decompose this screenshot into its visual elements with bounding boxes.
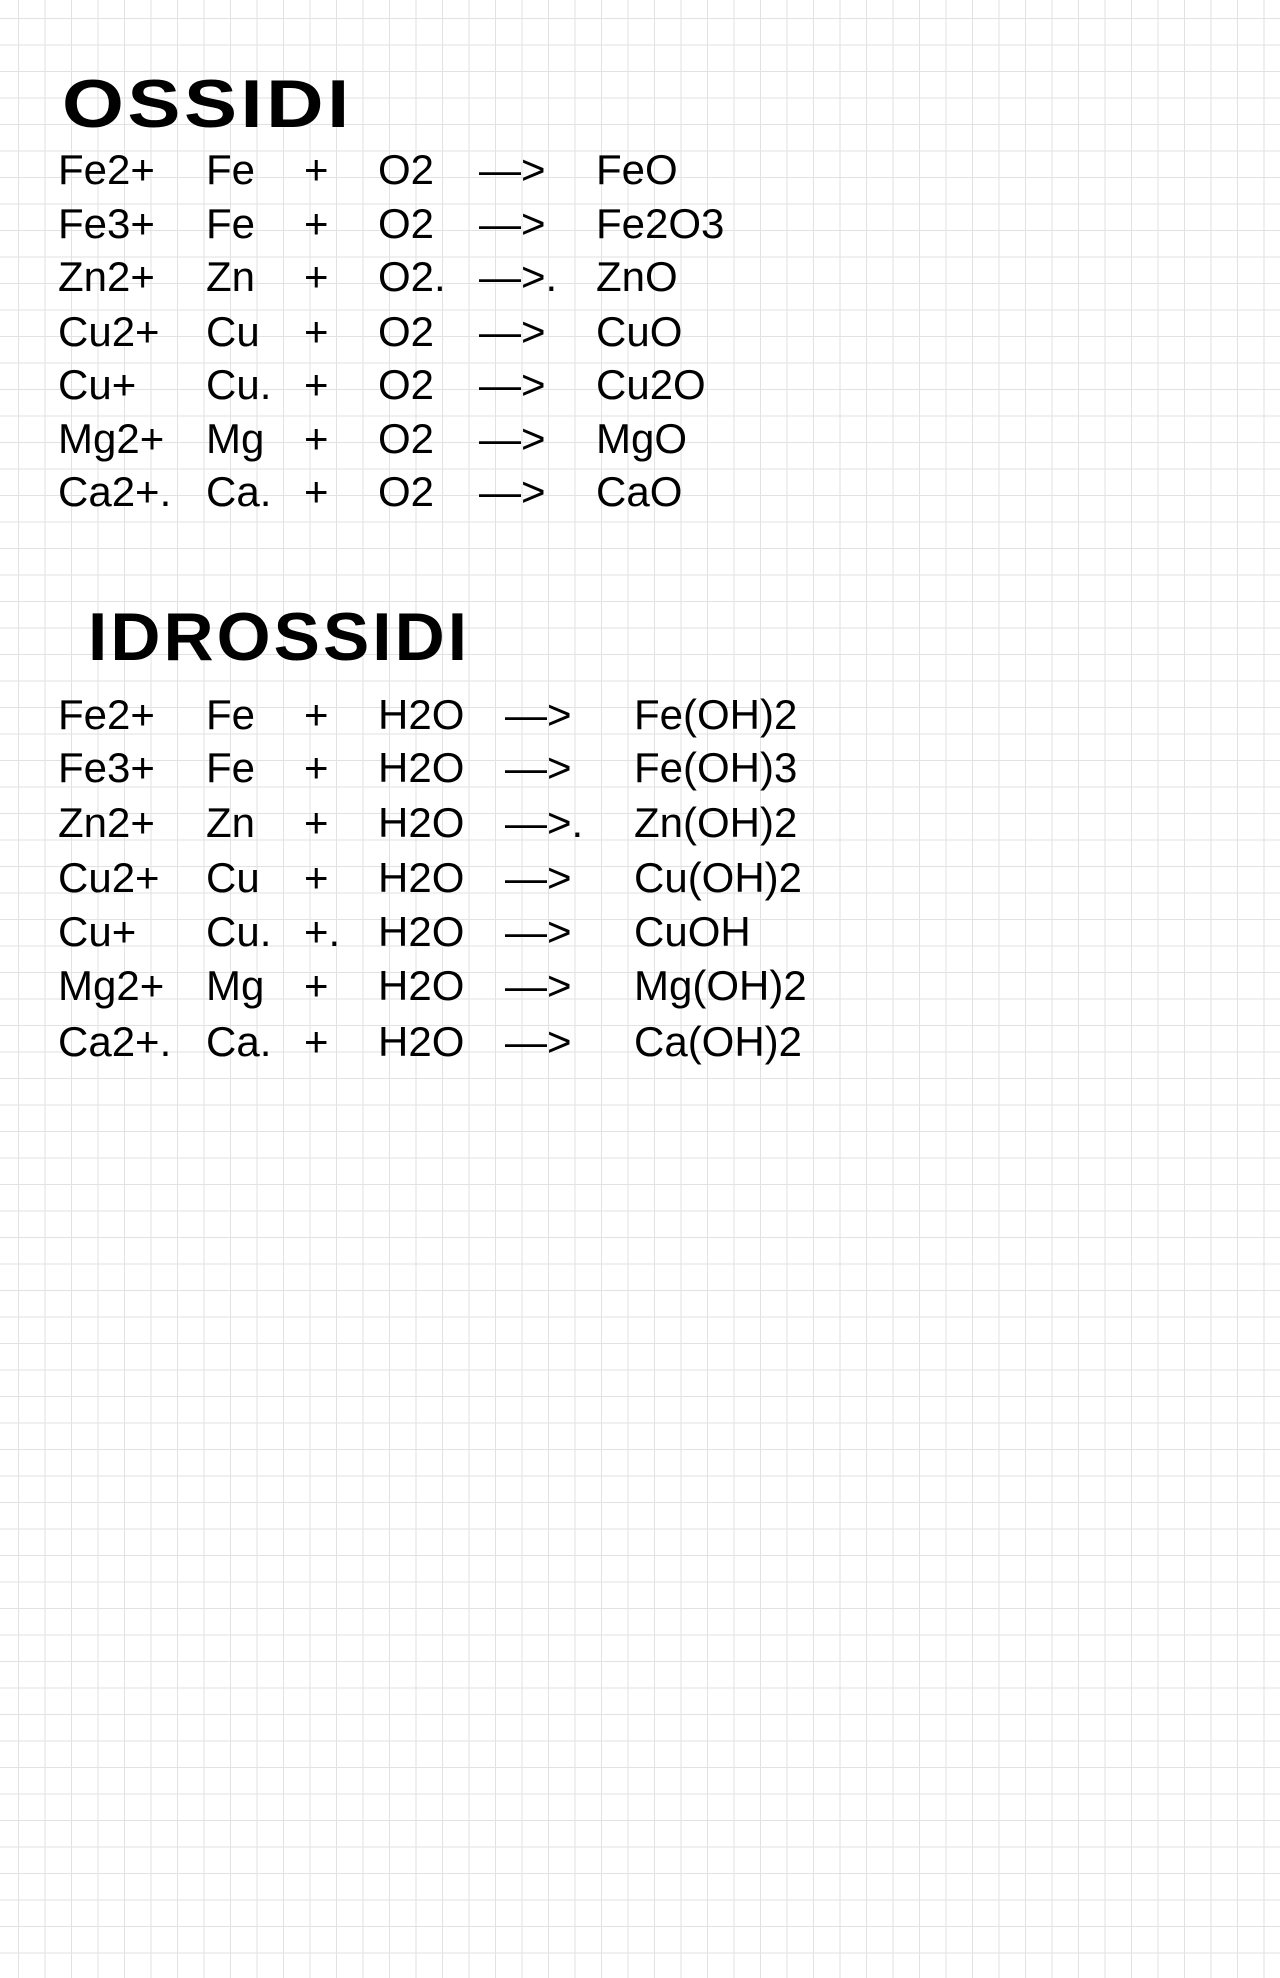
arrow-cell: —> [505, 691, 572, 738]
reagent-cell: H2O [378, 908, 465, 955]
element-cell: Fe [206, 691, 256, 738]
reagent-cell: H2O [378, 799, 465, 846]
plus-cell: + [304, 468, 329, 515]
plus-cell: + [304, 691, 329, 738]
reagent-cell: O2 [378, 308, 435, 355]
product-cell: Mg(OH)2 [634, 962, 807, 1009]
arrow-cell: —> [505, 854, 572, 901]
arrow-cell: —> [479, 361, 546, 408]
reagent-cell: O2. [378, 253, 446, 300]
plus-cell: + [304, 361, 329, 408]
ion-cell: Cu+ [58, 361, 137, 408]
product-cell: Fe(OH)2 [634, 691, 798, 738]
ion-cell: Fe3+ [58, 744, 155, 791]
plus-cell: + [304, 854, 329, 901]
arrow-cell: —> [479, 415, 546, 462]
reagent-cell: H2O [378, 1018, 465, 1065]
arrow-cell: —> [479, 308, 546, 355]
ion-cell: Mg2+ [58, 415, 165, 462]
product-cell: CuOH [634, 908, 751, 955]
element-cell: Cu. [206, 361, 272, 408]
ion-cell: Cu2+ [58, 308, 160, 355]
product-cell: CaO [596, 468, 683, 515]
arrow-cell: —> [505, 962, 572, 1009]
product-cell: FeO [596, 146, 678, 193]
product-cell: Fe(OH)3 [634, 744, 798, 791]
element-cell: Ca. [206, 468, 272, 515]
reagent-cell: O2 [378, 415, 435, 462]
ion-cell: Ca2+. [58, 468, 172, 515]
plus-cell: + [304, 1018, 329, 1065]
reagent-cell: H2O [378, 691, 465, 738]
plus-cell: + [304, 253, 329, 300]
arrow-cell: —> [505, 1018, 572, 1065]
ossidi-title: OSSIDI [62, 66, 353, 142]
element-cell: Fe [206, 744, 256, 791]
reagent-cell: O2 [378, 361, 435, 408]
ion-cell: Zn2+ [58, 799, 155, 846]
reagent-cell: H2O [378, 744, 465, 791]
product-cell: Cu(OH)2 [634, 854, 803, 901]
plus-cell: + [304, 415, 329, 462]
element-cell: Mg [206, 962, 265, 1009]
element-cell: Ca. [206, 1018, 272, 1065]
arrow-cell: —>. [505, 799, 584, 846]
ion-cell: Fe2+ [58, 146, 155, 193]
arrow-cell: —> [479, 468, 546, 515]
reagent-cell: O2 [378, 468, 435, 515]
product-cell: MgO [596, 415, 688, 462]
element-cell: Fe [206, 146, 256, 193]
ion-cell: Mg2+ [58, 962, 165, 1009]
plus-cell: + [304, 146, 329, 193]
element-cell: Cu. [206, 908, 272, 955]
reagent-cell: H2O [378, 962, 465, 1009]
plus-cell: + [304, 799, 329, 846]
product-cell: CuO [596, 308, 683, 355]
ion-cell: Cu+ [58, 908, 137, 955]
element-cell: Mg [206, 415, 265, 462]
product-cell: Fe2O3 [596, 200, 725, 247]
ion-cell: Fe3+ [58, 200, 155, 247]
plus-cell: +. [304, 908, 341, 955]
plus-cell: + [304, 200, 329, 247]
ion-cell: Ca2+. [58, 1018, 172, 1065]
element-cell: Cu [206, 854, 260, 901]
plus-cell: + [304, 744, 329, 791]
arrow-cell: —>. [479, 253, 558, 300]
product-cell: Ca(OH)2 [634, 1018, 803, 1065]
element-cell: Zn [206, 253, 256, 300]
element-cell: Zn [206, 799, 256, 846]
product-cell: ZnO [596, 253, 678, 300]
ion-cell: Zn2+ [58, 253, 155, 300]
ion-cell: Fe2+ [58, 691, 155, 738]
plus-cell: + [304, 962, 329, 1009]
arrow-cell: —> [479, 146, 546, 193]
idrossidi-title: IDROSSIDI [88, 599, 471, 675]
plus-cell: + [304, 308, 329, 355]
arrow-cell: —> [505, 908, 572, 955]
reagent-cell: O2 [378, 200, 435, 247]
arrow-cell: —> [479, 200, 546, 247]
arrow-cell: —> [505, 744, 572, 791]
product-cell: Cu2O [596, 361, 706, 408]
product-cell: Zn(OH)2 [634, 799, 798, 846]
element-cell: Fe [206, 200, 256, 247]
reagent-cell: H2O [378, 854, 465, 901]
element-cell: Cu [206, 308, 260, 355]
ion-cell: Cu2+ [58, 854, 160, 901]
reagent-cell: O2 [378, 146, 435, 193]
